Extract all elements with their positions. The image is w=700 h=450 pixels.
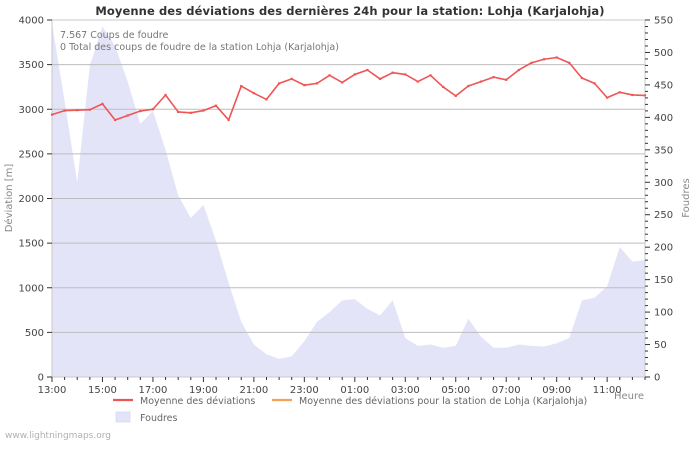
annotation-strike-count: 7.567 Coups de foudre xyxy=(60,30,168,41)
legend-swatch-foudres xyxy=(115,411,131,423)
y-axis-tick-label: 4000 xyxy=(19,16,44,27)
y2-axis-tick-label: 200 xyxy=(654,243,673,254)
x-axis-tick-label: 17:00 xyxy=(139,385,168,396)
y2-axis-tick-label: 350 xyxy=(654,145,673,156)
footer-watermark: www.lightningmaps.org xyxy=(5,431,111,441)
deviation-line xyxy=(51,56,646,121)
y2-axis-tick-label: 50 xyxy=(654,340,667,351)
legend-label-station[interactable]: Moyenne des déviations pour la station d… xyxy=(299,396,587,407)
y-axis-tick-label: 0 xyxy=(38,373,44,384)
legend-label-foudres[interactable]: Foudres xyxy=(140,413,178,424)
y2-axis-tick-label: 500 xyxy=(654,48,673,59)
chart-title: Moyenne des déviations des dernières 24h… xyxy=(95,4,605,18)
x-axis-tick-label: 09:00 xyxy=(542,385,571,396)
right-axis: 0 50 100 150 200 250 300 350 400 450 500 550 xyxy=(645,16,673,384)
x-axis-tick-label: 21:00 xyxy=(239,385,268,396)
x-axis: 13:00 15:00 17:00 19:00 21:00 23:00 01:00 03:00… xyxy=(38,377,646,396)
y-axis-tick-label: 3000 xyxy=(19,105,44,116)
y2-axis-tick-label: 150 xyxy=(654,275,673,286)
y-axis-tick-label: 2000 xyxy=(19,194,44,205)
x-axis-tick-label: 07:00 xyxy=(492,385,521,396)
x-axis-tick-label: 15:00 xyxy=(88,385,117,396)
y2-axis-tick-label: 450 xyxy=(654,80,673,91)
y2-axis-tick-label: 100 xyxy=(654,308,673,319)
foudres-area xyxy=(52,23,645,377)
y2-axis-tick-label: 250 xyxy=(654,210,673,221)
y-axis-tick-label: 1500 xyxy=(19,239,44,250)
x-axis-tick-label: 03:00 xyxy=(391,385,420,396)
x-axis-title: Heure xyxy=(614,391,644,402)
x-axis-tick-label: 11:00 xyxy=(593,385,622,396)
deviation-line-markers xyxy=(50,56,647,122)
y2-axis-tick-label: 400 xyxy=(654,113,673,124)
y-axis-title: Déviation [m] xyxy=(3,164,15,233)
y-axis-tick-label: 2500 xyxy=(19,149,44,160)
y2-axis-tick-label: 0 xyxy=(654,373,660,384)
y2-axis-tick-label: 550 xyxy=(654,16,673,27)
left-axis: 0 500 1000 1500 2000 2500 3000 3500 4000 xyxy=(19,16,52,384)
annotation-station-total: 0 Total des coups de foudre de la statio… xyxy=(60,42,339,53)
y-axis-tick-label: 1000 xyxy=(19,283,44,294)
legend: Moyenne des déviations Moyenne des dévia… xyxy=(113,396,587,424)
y-axis-tick-label: 500 xyxy=(25,328,44,339)
x-axis-tick-label: 05:00 xyxy=(441,385,470,396)
y2-axis-title: Foudres xyxy=(681,178,692,217)
x-axis-tick-label: 23:00 xyxy=(290,385,319,396)
y2-axis-tick-label: 300 xyxy=(654,178,673,189)
x-axis-tick-label: 19:00 xyxy=(189,385,218,396)
x-axis-tick-label: 13:00 xyxy=(38,385,67,396)
y-axis-tick-label: 3500 xyxy=(19,60,44,71)
x-axis-tick-label: 01:00 xyxy=(340,385,369,396)
legend-label-deviation[interactable]: Moyenne des déviations xyxy=(140,396,255,407)
